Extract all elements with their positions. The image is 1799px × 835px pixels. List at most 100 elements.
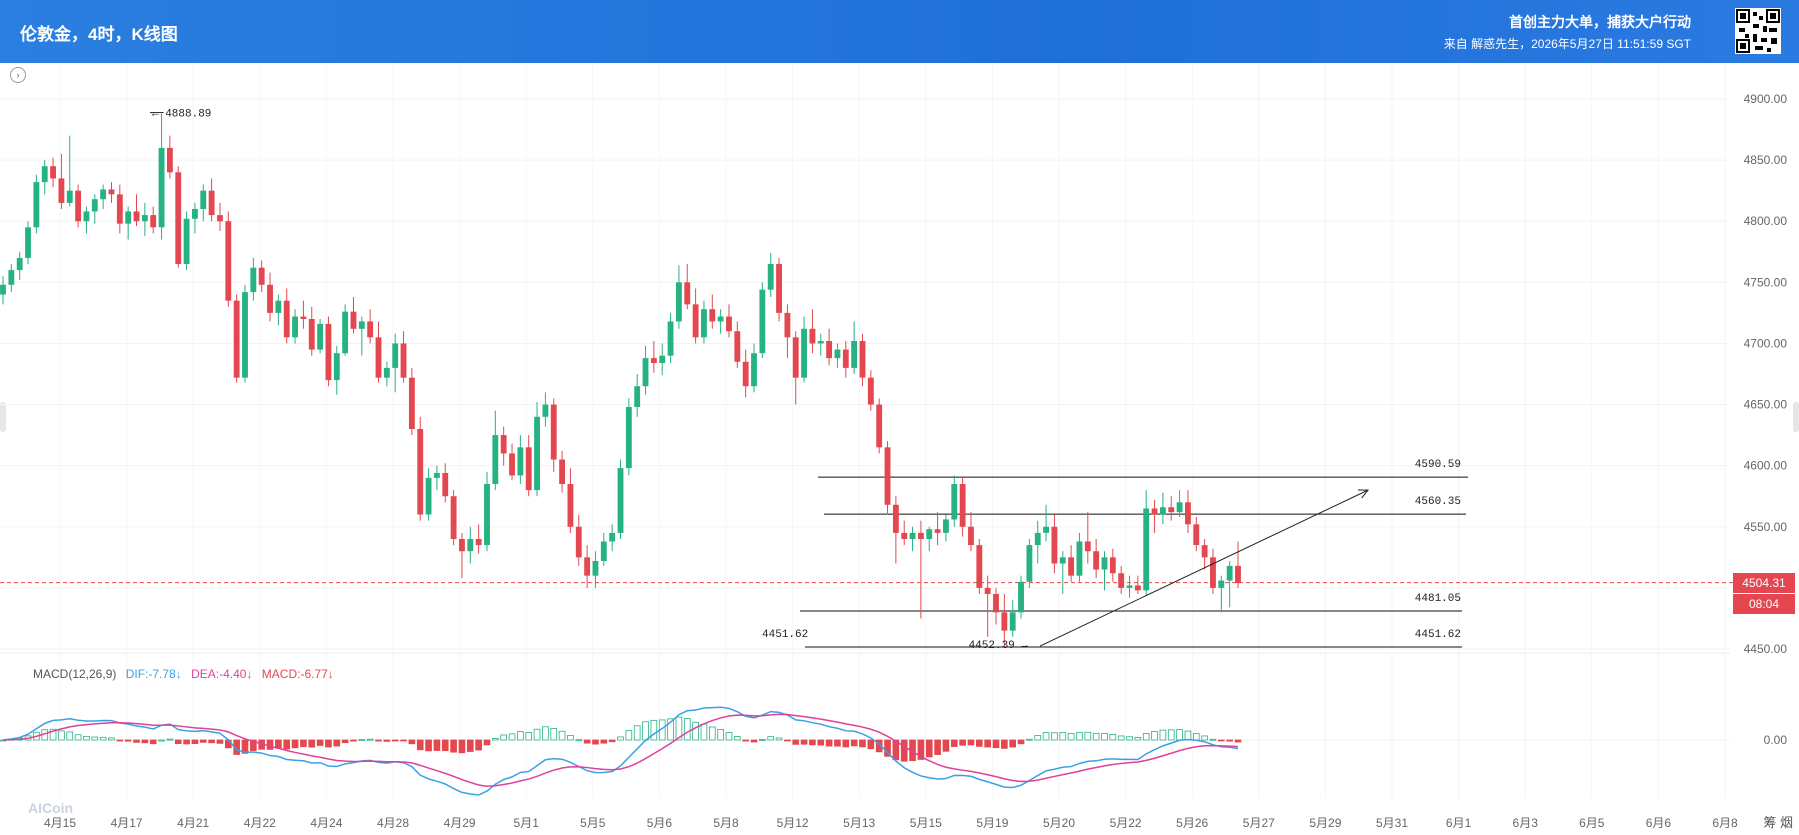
macd-bar <box>1009 739 1017 748</box>
macd-bar <box>992 739 1000 749</box>
candle-body <box>534 416 540 491</box>
macd-bar <box>633 725 641 741</box>
candle-body <box>175 172 182 264</box>
candle-body <box>559 459 566 484</box>
candle-body <box>8 270 15 285</box>
macd-bar <box>759 739 766 741</box>
macd-dea-line <box>2 713 1239 787</box>
qr-code-icon <box>1735 8 1781 54</box>
y-tick-label: 4550.00 <box>1744 520 1788 534</box>
candle-body <box>634 386 641 407</box>
macd-legend[interactable]: MACD(12,26,9) DIF:-7.78↓ DEA:-4.40↓ MACD… <box>33 667 340 681</box>
candle-body <box>884 447 891 505</box>
macd-bar <box>1134 737 1142 741</box>
candle-body <box>784 312 791 338</box>
candle-body <box>1109 557 1116 574</box>
candle-body <box>1076 541 1083 576</box>
candle-body <box>817 341 824 344</box>
macd-bar <box>450 739 457 753</box>
macd-bar <box>383 739 391 742</box>
candle-body <box>542 404 549 417</box>
x-tick-label: 5月8 <box>713 816 739 830</box>
x-tick-label: 6月5 <box>1579 816 1605 830</box>
high-price-label: ← 4888.89 <box>152 109 211 121</box>
collapse-toggle-icon[interactable]: › <box>10 67 26 83</box>
x-tick-label: 5月1 <box>514 816 540 830</box>
x-tick-label: 5月6 <box>647 816 673 830</box>
x-tick-label: 4月15 <box>44 816 76 830</box>
candle-body <box>200 190 207 209</box>
macd-bar <box>675 716 683 741</box>
candle-body <box>976 545 983 588</box>
candle-body <box>83 211 90 222</box>
macd-bar <box>108 737 115 741</box>
macd-bar <box>875 739 883 753</box>
macd-bar <box>1226 739 1233 742</box>
macd-bar <box>1192 733 1200 741</box>
macd-bar <box>66 731 74 741</box>
x-tick-label: 6月8 <box>1712 816 1738 830</box>
axes: 4900.00 4850.00 4800.00 4750.00 4700.00 4650.… <box>44 92 1787 830</box>
trend-arrow-line <box>1039 489 1369 647</box>
level-label: 4560.35 <box>1415 496 1461 508</box>
level-label: 4590.59 <box>1415 459 1461 471</box>
macd-bar <box>250 739 257 752</box>
candle-body <box>66 190 73 203</box>
candle-body <box>475 539 482 546</box>
candle-body <box>1235 565 1241 583</box>
candle-body <box>517 447 524 476</box>
macd-bar <box>316 739 324 746</box>
candle-body <box>16 257 23 271</box>
y-tick-label: 4800.00 <box>1744 214 1788 228</box>
macd-bar <box>708 726 716 741</box>
macd-bar <box>1126 736 1133 741</box>
right-panel-handle[interactable] <box>1793 402 1799 432</box>
macd-name: MACD(12,26,9) <box>33 667 117 681</box>
candle-body <box>425 477 432 515</box>
source-timestamp: 来自 解惑先生，2026年5月27日 11:51:59 SGT <box>1443 37 1691 51</box>
macd-bar <box>592 739 599 745</box>
promo-slogan[interactable]: 首创主力大单，捕获大户行动 <box>1509 14 1691 30</box>
macd-bar <box>959 739 966 746</box>
candle-body <box>500 435 507 454</box>
macd-bar <box>975 739 983 747</box>
candle-body <box>350 311 357 329</box>
candle-body <box>400 343 407 378</box>
candle-body <box>116 194 123 224</box>
macd-bar <box>1151 731 1158 741</box>
macd-bar <box>441 739 449 752</box>
candlestick-chart[interactable]: 4590.59 4560.35 4481.05 4451.62 0.00 4900.0… <box>0 63 1799 835</box>
x-tick-label: 5月22 <box>1110 816 1142 830</box>
left-panel-handle[interactable] <box>0 402 6 432</box>
macd-bar <box>99 736 107 741</box>
macd-bar <box>859 739 866 748</box>
candle-body <box>667 321 674 356</box>
macd-bar <box>650 719 658 741</box>
macd-bar <box>1217 739 1225 742</box>
macd-bar <box>642 721 649 741</box>
macd-bar <box>1109 734 1117 741</box>
candle-body <box>934 529 941 533</box>
macd-dea: DEA:-4.40↓ <box>191 667 253 681</box>
candle-body <box>617 468 624 533</box>
candle-body <box>300 316 307 319</box>
macd-bar <box>191 739 199 744</box>
macd-dif: DIF:-7.78↓ <box>125 667 182 681</box>
candle-body <box>133 211 140 222</box>
candle-body <box>225 221 232 301</box>
x-tick-label: 4月22 <box>244 816 276 830</box>
macd-bar <box>58 730 65 741</box>
macd-bar <box>1051 732 1058 741</box>
candle-body <box>584 557 591 576</box>
candle-body <box>1101 557 1108 570</box>
macd-bar <box>934 739 941 755</box>
candle-body <box>408 377 415 429</box>
candle-body <box>567 484 574 527</box>
macd-bar <box>1026 738 1033 741</box>
macd-bar <box>341 739 349 744</box>
macd-bar <box>1017 739 1025 745</box>
candle-body <box>1151 508 1158 515</box>
candle-body <box>75 190 82 222</box>
candle-body <box>742 361 749 387</box>
macd-bar <box>466 739 474 752</box>
